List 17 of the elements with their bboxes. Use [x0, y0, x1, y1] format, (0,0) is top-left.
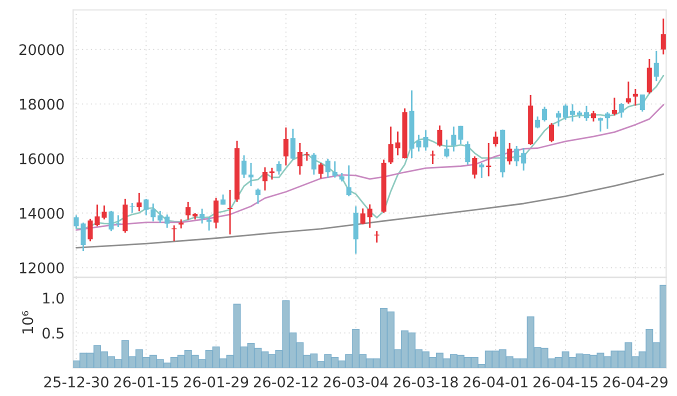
x-tick-label: 25-12-30	[44, 376, 108, 388]
x-tick-label: 26-02-12	[254, 376, 318, 388]
y-tick-label: 20000	[19, 44, 64, 56]
y-tick-label: 1.0	[43, 292, 64, 304]
y-axis-title: 10⁶	[22, 311, 34, 334]
x-tick-label: 26-03-04	[324, 376, 388, 388]
x-tick-label: 26-01-29	[184, 376, 248, 388]
x-tick-label: 26-04-15	[533, 376, 598, 388]
x-tick-label: 26-03-18	[394, 376, 458, 388]
y-tick-label: 14000	[20, 208, 64, 219]
y-tick-label: 0.5	[42, 328, 64, 339]
y-tick-label: 12000	[20, 262, 64, 274]
x-tick-label: 26-01-15	[114, 376, 178, 388]
x-tick-label: 26-04-29	[603, 376, 668, 388]
y-tick-label: 16000	[20, 153, 64, 164]
y-tick-label: 18000	[20, 98, 64, 110]
x-tick-label: 26-04-01	[464, 376, 528, 388]
